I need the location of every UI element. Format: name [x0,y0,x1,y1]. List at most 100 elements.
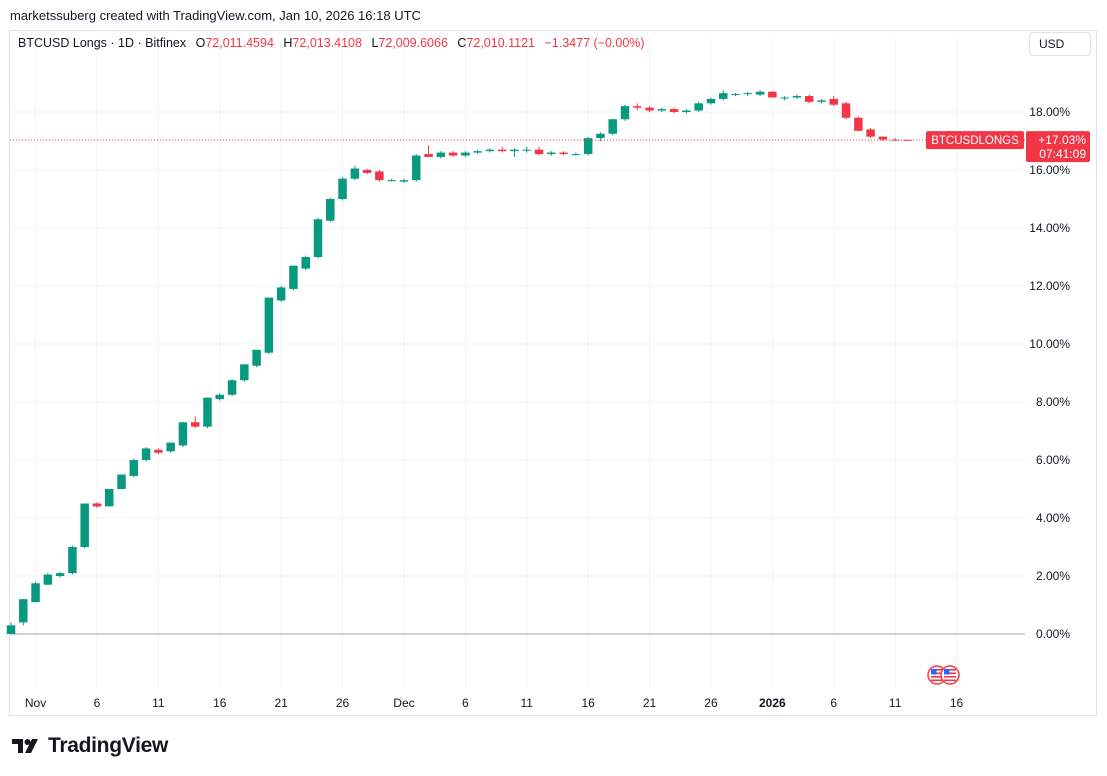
candle-body [682,110,691,112]
x-axis: Nov 6 11 16 21 26 Dec 6 11 16 21 26 2026 6 11 16 [25,696,964,710]
candle-body [866,129,875,137]
candle [326,197,335,223]
open-label: O [195,36,206,50]
tradingview-logo[interactable]: TradingView [12,734,168,758]
candle [80,503,89,549]
y-tick-label: 18.00% [1029,105,1070,119]
economic-events [927,665,960,685]
candle [645,106,654,112]
candle-body [129,460,139,476]
high-value: 72,013.4108 [292,36,362,50]
x-tick-label: 2026 [759,696,786,710]
candle [497,146,507,153]
candle [6,622,16,634]
candle [718,90,728,101]
candle [166,442,175,453]
candle [215,393,225,401]
tradingview-logo-icon [12,739,38,753]
close-value: 72,010.1121 [466,36,536,50]
candle [338,177,347,201]
candle [19,599,28,626]
candle [485,148,495,153]
candle-body [461,152,470,156]
flag-canton [944,669,950,675]
candle-body [792,96,802,98]
x-tick-label: Dec [393,696,414,710]
candle-body [203,397,212,427]
flag-ring [940,665,960,685]
candle-body [240,364,249,381]
low-value: 72,009.6066 [378,36,448,50]
candle [448,151,458,157]
candle-body [43,574,53,585]
candle-body [117,474,126,489]
candle-body [399,180,409,182]
x-tick-label: 26 [704,696,718,710]
candle-body [817,100,826,102]
candle [264,297,274,355]
candle [129,458,139,478]
candle [682,109,691,114]
x-tick-label: 11 [521,696,534,710]
candle [227,378,237,397]
x-tick-label: Nov [25,696,46,710]
candle-body [313,219,323,257]
candle-body [448,152,458,156]
candle-body [522,149,532,151]
x-tick-label: 6 [94,696,101,710]
candle-body [436,152,446,157]
chart-frame [9,30,1097,716]
candle [743,91,753,97]
candle-body [424,154,433,157]
y-tick-label: 0.00% [1036,627,1070,641]
candle-body [178,422,188,446]
candle [190,416,200,429]
candle-body [362,170,372,173]
candle-body [510,149,519,152]
candle-body [104,489,114,507]
candle [276,286,286,302]
flag-stripe [931,676,943,678]
candle-body [657,109,667,111]
candle-body [694,103,703,111]
flag-stripe [931,672,943,675]
price-tag-value: +17.03% [1038,133,1086,147]
candle [829,96,839,107]
candle [313,217,323,259]
candle-body [620,106,630,120]
candle [559,151,568,156]
candle-body [55,573,65,576]
x-tick-label: 26 [336,696,350,710]
x-tick-label: 16 [213,696,227,710]
candle-body [31,583,40,603]
symbol-legend[interactable]: BTCUSD Longs · 1D · Bitfinex O72,011.459… [18,36,645,50]
candle [301,255,310,271]
x-tick-label: 21 [274,696,288,710]
currency-button[interactable]: USD [1029,32,1091,56]
candle-body [645,107,654,111]
candle [399,178,409,184]
x-tick-label: 6 [462,696,469,710]
candle-body [264,297,274,353]
candle-body [473,151,482,153]
candle-body [6,625,16,634]
candle [350,165,360,181]
y-tick-label: 14.00% [1029,221,1070,235]
change-value: −1.3477 (−0.00%) [544,36,645,50]
candle-body [829,98,839,105]
y-tick-label: 4.00% [1036,511,1070,525]
candle [178,422,188,447]
candle-body [252,349,261,366]
candle [31,581,40,603]
candle-body [289,265,298,289]
candle [596,132,605,141]
candle-body [92,503,102,507]
candle [104,489,114,507]
candle [768,91,777,98]
candle-body [497,149,507,152]
candle [669,107,679,114]
candle [694,101,703,112]
candle [583,136,593,156]
candle-body [743,93,753,95]
